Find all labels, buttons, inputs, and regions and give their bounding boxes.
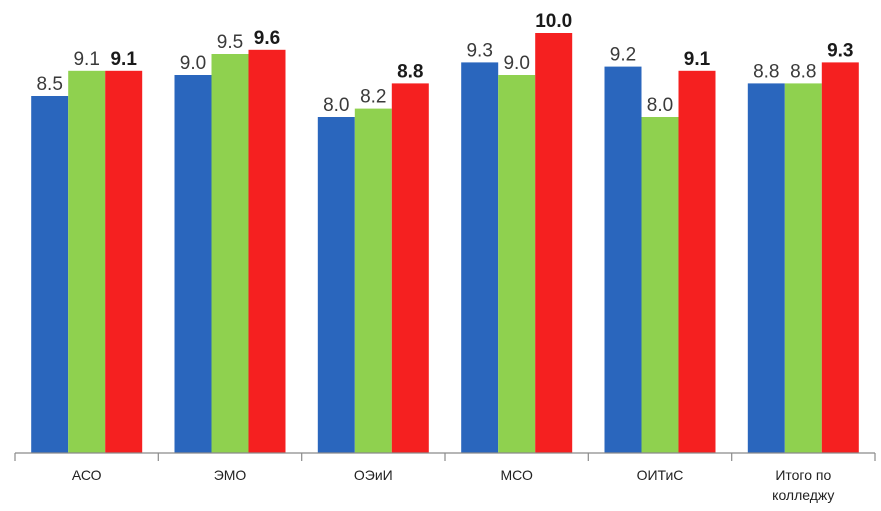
category-label-5: ОИТиС [637, 467, 684, 483]
data-label-s3-3: 8.8 [397, 61, 423, 82]
data-label-s1-2: 9.0 [180, 53, 206, 74]
data-label-s3-1: 9.1 [110, 49, 137, 70]
data-label-s1-4: 9.3 [466, 40, 492, 61]
x-axis: АСО ЭМО ОЭиИ МСО ОИТиС Итого по колледжу [14, 452, 876, 503]
bar-s3-6 [821, 62, 859, 454]
bar-s3-4 [535, 33, 573, 453]
data-label-s2-4: 9.0 [503, 53, 529, 74]
bar-s1-6 [747, 83, 785, 454]
bar-s2-1 [68, 70, 106, 454]
data-label-s1-5: 9.2 [610, 45, 636, 66]
bar-s3-5 [678, 70, 716, 454]
data-label-s3-6: 9.3 [827, 40, 853, 61]
data-label-s3-2: 9.6 [254, 28, 280, 49]
bar-s2-5 [641, 117, 679, 453]
bar-s1-2 [174, 75, 212, 453]
data-label-s3-4: 10.0 [535, 11, 572, 32]
data-label-s1-3: 8.0 [323, 95, 349, 116]
category-label-6: Итого по колледжу [772, 467, 834, 503]
labels-layer: 8.5 9.1 9.1 9.0 9.5 9.6 8.0 8.2 8.8 9.3 9.0 10.0 9.2… [36, 11, 853, 116]
data-label-s2-6: 8.8 [790, 61, 816, 82]
data-label-s3-5: 9.1 [684, 49, 711, 70]
category-label-4: МСО [501, 467, 533, 483]
category-label-1: АСО [72, 467, 102, 483]
data-label-s2-1: 9.1 [73, 49, 99, 70]
bar-s2-4 [498, 75, 536, 453]
category-label-2: ЭМО [214, 467, 247, 483]
category-label-3: ОЭиИ [354, 467, 393, 483]
bar-s2-2 [211, 54, 249, 453]
data-label-s2-2: 9.5 [217, 32, 243, 53]
bar-s1-5 [604, 66, 642, 453]
bars-layer [31, 33, 859, 454]
bar-s2-3 [354, 108, 392, 453]
bar-s3-1 [105, 70, 143, 454]
data-label-s1-6: 8.8 [753, 61, 779, 82]
data-label-s2-3: 8.2 [360, 87, 386, 108]
bar-s3-3 [391, 83, 429, 454]
bar-s2-6 [784, 83, 822, 454]
bar-s1-3 [317, 117, 355, 453]
data-label-s2-5: 8.0 [647, 95, 673, 116]
bar-s1-1 [31, 96, 69, 453]
bar-s1-4 [461, 62, 499, 454]
bar-s3-2 [248, 49, 286, 454]
data-label-s1-1: 8.5 [36, 74, 62, 95]
